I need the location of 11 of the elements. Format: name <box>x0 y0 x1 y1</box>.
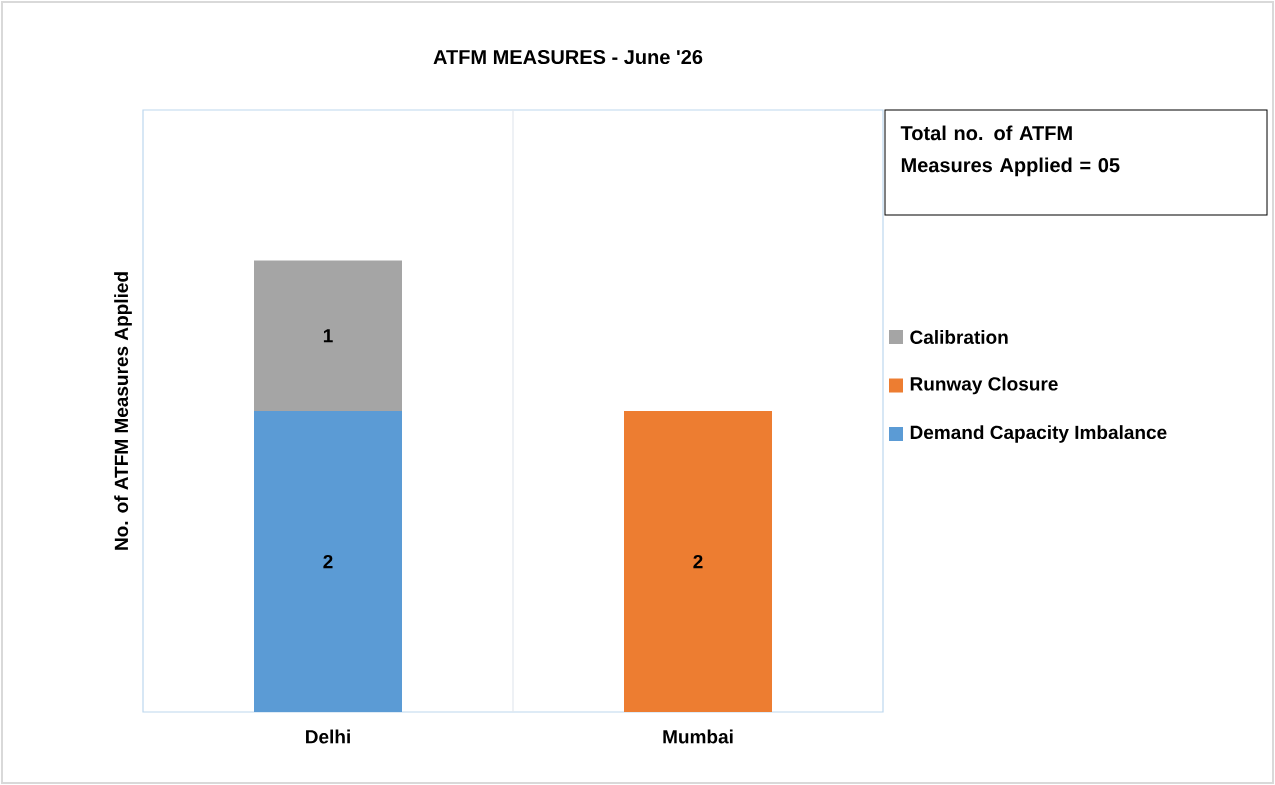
data-label: 1 <box>323 329 333 343</box>
data-label: 2 <box>323 554 333 569</box>
chart-title: ATFM MEASURES - June '26 <box>433 49 703 65</box>
x-tick-label: Mumbai <box>663 729 733 744</box>
x-tick-label: Delhi <box>306 729 350 744</box>
y-axis-title: No. of ATFM Measures Applied <box>114 272 132 550</box>
text: Total no. of ATFM Measures Applied = 05 <box>900 125 1120 177</box>
data-label: 2 <box>693 554 703 569</box>
legend-label: Demand Capacity Imbalance <box>910 425 1167 443</box>
legend-label: Calibration <box>910 330 1008 344</box>
legend-label: Runway Closure <box>910 376 1058 395</box>
